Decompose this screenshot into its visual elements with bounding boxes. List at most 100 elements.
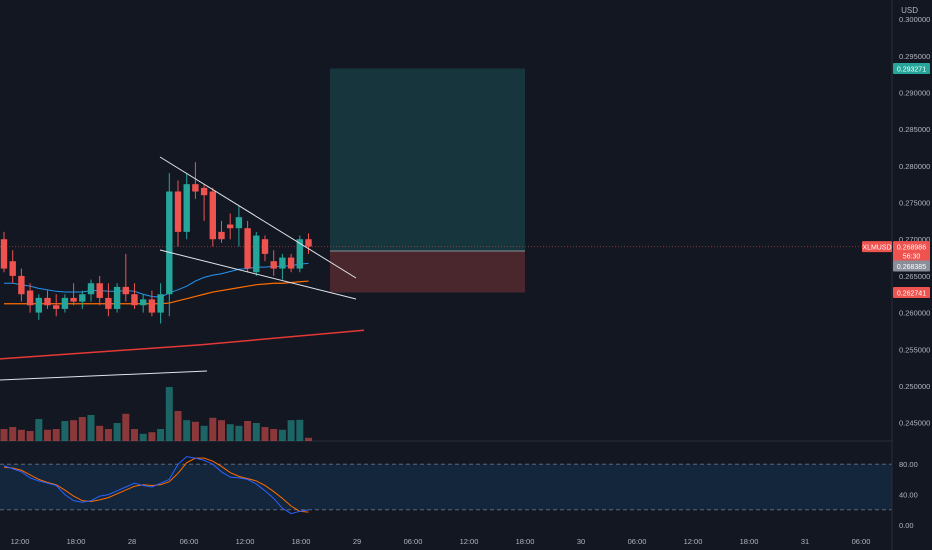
svg-text:0.293271: 0.293271 [897, 66, 926, 73]
time-tick-label: 06:00 [180, 537, 199, 546]
stoch-tick-label: 80.00 [899, 460, 918, 469]
candle [53, 294, 60, 317]
candle [9, 250, 16, 284]
countdown-tag: 56:30 [893, 250, 930, 262]
candle [261, 235, 269, 262]
candle [192, 162, 199, 199]
candle [61, 294, 69, 313]
candle [0, 231, 8, 273]
time-tick-label: 18:00 [67, 537, 86, 546]
candle [26, 283, 34, 313]
volume-bar [218, 420, 225, 441]
candle [279, 253, 286, 280]
volume-bar [235, 425, 243, 441]
candle [235, 206, 243, 247]
price-tick-label: 0.295000 [899, 52, 930, 61]
price-tick-label: 0.275000 [899, 199, 930, 208]
trend-line[interactable] [0, 370, 208, 381]
time-tick-label: 18:00 [516, 537, 535, 546]
price-tick-label: 0.250000 [899, 382, 930, 391]
candle [253, 231, 260, 276]
volume-bar [209, 417, 217, 441]
svg-text:XLMUSD: XLMUSD [862, 245, 891, 252]
price-tick-label: 0.245000 [899, 419, 930, 428]
time-tick-label: 12:00 [684, 537, 703, 546]
candle [166, 173, 173, 317]
candle [183, 173, 190, 240]
candle [113, 283, 121, 313]
symbol-tag: XLMUSD [862, 241, 892, 253]
candle [209, 187, 216, 247]
volume-bar [35, 419, 43, 441]
volume-bar [252, 423, 260, 441]
volume-bar [226, 424, 234, 441]
candle [157, 283, 164, 324]
stoch-k-line [3, 456, 309, 515]
volume-bar [287, 420, 295, 441]
volume-bar [139, 433, 147, 441]
time-tick-label: 06:00 [628, 537, 647, 546]
time-tick-label: 29 [353, 537, 361, 546]
volume-bar [17, 429, 25, 441]
time-tick-label: 06:00 [852, 537, 871, 546]
price-tick-label: 0.270000 [899, 235, 930, 244]
candle [131, 283, 138, 309]
volume-bar [113, 423, 121, 441]
candle [105, 283, 112, 317]
volume-bar [165, 387, 173, 441]
candle [140, 294, 147, 313]
volume-bar [278, 429, 286, 441]
volume-bar [26, 431, 34, 441]
candle [18, 268, 25, 302]
last-price-tag: 0.268986 [893, 241, 930, 253]
time-tick-label: 31 [801, 537, 809, 546]
candle [148, 290, 156, 317]
volume-bar [200, 425, 208, 441]
time-tick-label: 12:00 [11, 537, 30, 546]
candle [305, 233, 312, 254]
volume-bar [270, 429, 278, 441]
svg-text:0.262741: 0.262741 [897, 290, 926, 297]
volume-bar [0, 429, 8, 441]
time-tick-label: 06:00 [404, 537, 423, 546]
trend-line[interactable] [159, 249, 357, 300]
currency-label: USD [901, 6, 918, 15]
target-zone[interactable] [330, 68, 525, 252]
volume-bar [87, 415, 95, 441]
svg-text:56:30: 56:30 [903, 254, 921, 261]
entry-price-tag: 0.268385 [893, 260, 930, 272]
volume-bar [157, 429, 165, 441]
stoch-band [0, 464, 892, 510]
svg-text:0.268385: 0.268385 [897, 264, 926, 271]
candle [122, 253, 129, 302]
price-tick-label: 0.285000 [899, 125, 930, 134]
time-tick-label: 12:00 [236, 537, 255, 546]
trend-line[interactable] [159, 156, 357, 279]
candle [270, 250, 277, 276]
candle [174, 180, 182, 247]
candle [96, 275, 103, 306]
candle [35, 294, 42, 320]
volume-bar [61, 421, 69, 441]
price-tick-label: 0.280000 [899, 162, 930, 171]
candle [200, 184, 208, 221]
ma-mid-line [4, 280, 309, 305]
candle [70, 283, 77, 306]
volume-bar [122, 413, 130, 441]
time-tick-label: 12:00 [460, 537, 479, 546]
stop-zone[interactable] [330, 251, 525, 293]
time-tick-label: 18:00 [740, 537, 759, 546]
stoch-tick-label: 40.00 [899, 491, 918, 500]
price-tick-label: 0.265000 [899, 272, 930, 281]
ma-long-line [0, 329, 365, 360]
volume-bar [9, 427, 17, 441]
candle [87, 279, 95, 302]
volume-bar [244, 421, 252, 441]
volume-bar [44, 429, 51, 441]
price-tick-label: 0.290000 [899, 88, 930, 97]
volume-bar [131, 429, 138, 441]
volume-bar [96, 425, 104, 441]
